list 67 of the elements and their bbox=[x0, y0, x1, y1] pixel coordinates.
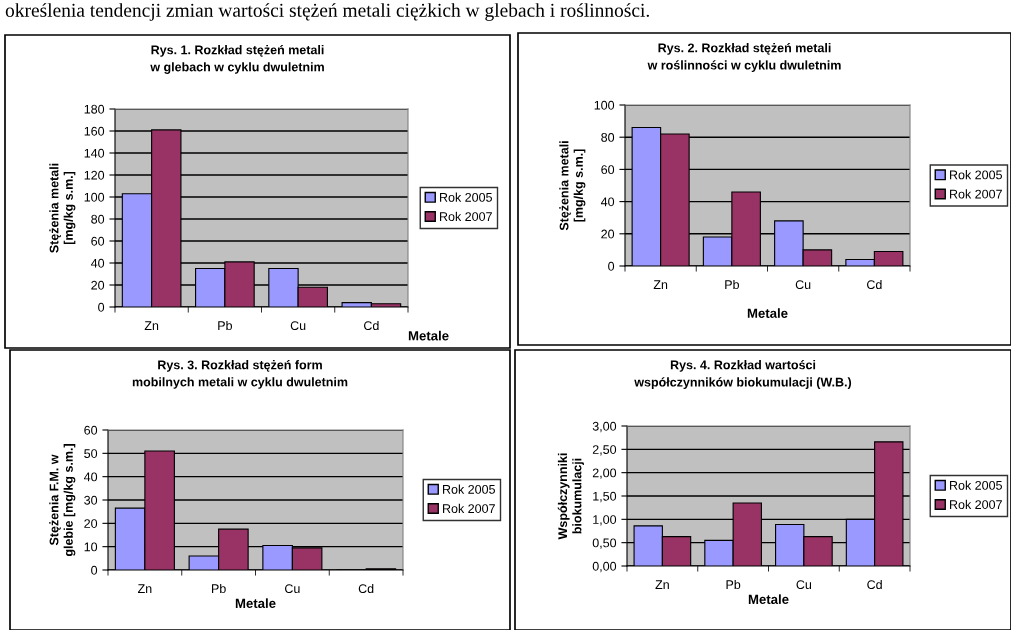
y-tick-label: 60 bbox=[84, 425, 98, 435]
y-axis-title: Stężenia metali [mg/kg s.m.] bbox=[49, 163, 76, 253]
x-tick-label: Zn bbox=[655, 580, 669, 589]
y-tick-label: 1,50 bbox=[593, 491, 617, 503]
y-tick-label: 2,00 bbox=[592, 468, 617, 479]
chart-title: Rys. 3. Rozkład stężeń form mobilnych metali w cyklu dwuletnim bbox=[132, 360, 348, 389]
x-tick-label: Pb bbox=[726, 579, 741, 590]
y-tick-label: 140 bbox=[84, 148, 105, 158]
x-tick-label: Pb bbox=[218, 320, 232, 331]
x-tick-label: Zn bbox=[144, 321, 159, 330]
x-tick-label: Pb bbox=[212, 583, 226, 594]
text: określenia tendencji zmian wartości stężeń metali ciężkich w glebach i roślinności. bbox=[5, 3, 649, 21]
y-tick-label: 10 bbox=[84, 542, 98, 552]
x-axis-title: Metale bbox=[748, 594, 789, 605]
y-tick-label: 20 bbox=[84, 519, 98, 528]
legend-label: Rok 2005 bbox=[950, 170, 1002, 180]
y-tick-label: 20 bbox=[601, 229, 615, 239]
y-axis-title: Współczynniki biokumulacji bbox=[557, 453, 584, 540]
y-tick-label: 0 bbox=[91, 565, 98, 575]
y-tick-label: 3,00 bbox=[592, 421, 617, 433]
legend-label: Rok 2005 bbox=[443, 484, 495, 494]
y-tick-label: 60 bbox=[601, 165, 615, 175]
x-tick-label: Cu bbox=[795, 280, 811, 290]
x-tick-label: Cd bbox=[867, 279, 882, 290]
legend-label: Rok 2007 bbox=[443, 503, 495, 513]
x-tick-label: Cu bbox=[290, 321, 306, 331]
x-tick-label: Zn bbox=[653, 280, 668, 289]
legend-label: Rok 2007 bbox=[950, 189, 1002, 199]
x-tick-label: Cd bbox=[358, 583, 374, 594]
chart-title: Rys. 2. Rozkład stężeń metali w roślinności w cyklu dwuletnim bbox=[647, 43, 841, 73]
legend-label: Rok 2005 bbox=[950, 480, 1002, 490]
y-tick-label: 40 bbox=[83, 472, 98, 482]
y-tick-label: 0,00 bbox=[592, 561, 617, 573]
x-axis-title: Metale bbox=[408, 330, 449, 341]
y-tick-label: 1,00 bbox=[593, 515, 617, 526]
y-tick-label: 120 bbox=[84, 170, 105, 180]
y-tick-label: 0,50 bbox=[592, 538, 617, 549]
y-tick-label: 100 bbox=[594, 100, 615, 110]
y-tick-label: 40 bbox=[600, 197, 615, 207]
y-tick-label: 160 bbox=[84, 126, 105, 136]
y-axis-title: Stężenia metali [mg/kg s.m.] bbox=[559, 141, 586, 231]
x-tick-label: Pb bbox=[725, 279, 739, 290]
legend-label: Rok 2007 bbox=[950, 499, 1002, 509]
chart-title: Rys. 4. Rozkład wartości współczynników biokumulacji (W.B.) bbox=[634, 360, 852, 390]
y-tick-label: 80 bbox=[601, 133, 615, 142]
chart-title: Rys. 1. Rozkład stężeń metali w glebach w cyklu dwuletnim bbox=[150, 45, 324, 74]
legend-label: Rok 2007 bbox=[440, 211, 492, 221]
y-axis-title: Stężenia F.M. w glebie [mg/kg s.m.] bbox=[49, 444, 76, 557]
y-tick-label: 0 bbox=[608, 261, 615, 271]
y-tick-label: 30 bbox=[84, 495, 98, 505]
x-tick-label: Cd bbox=[867, 579, 882, 590]
y-tick-label: 80 bbox=[91, 214, 105, 224]
y-tick-label: 50 bbox=[84, 449, 98, 458]
x-tick-label: Cd bbox=[364, 320, 379, 331]
y-tick-label: 100 bbox=[84, 192, 105, 202]
x-tick-label: Cu bbox=[285, 584, 300, 594]
x-axis-title: Metale bbox=[235, 598, 276, 609]
legend-label: Rok 2005 bbox=[440, 192, 492, 202]
y-tick-label: 0 bbox=[98, 302, 105, 312]
x-tick-label: Cu bbox=[796, 580, 812, 590]
y-tick-label: 40 bbox=[90, 258, 105, 268]
x-axis-title: Metale bbox=[747, 308, 788, 318]
y-tick-label: 180 bbox=[84, 104, 105, 114]
x-tick-label: Zn bbox=[137, 584, 152, 593]
y-tick-label: 60 bbox=[91, 236, 105, 246]
y-tick-label: 20 bbox=[91, 280, 105, 290]
y-tick-label: 2,50 bbox=[592, 445, 617, 456]
